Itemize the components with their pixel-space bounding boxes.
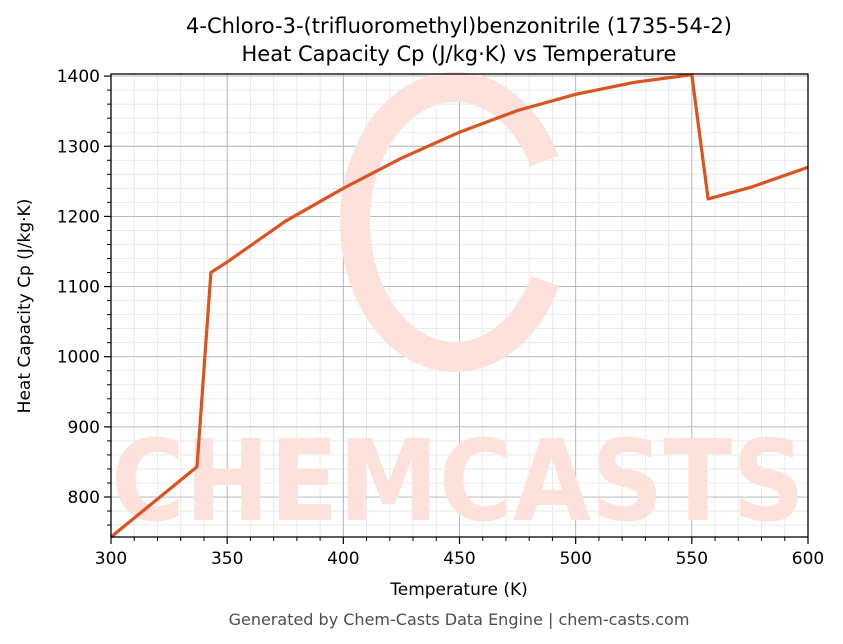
y-tick-label: 1200 <box>57 207 100 227</box>
y-tick-label: 1100 <box>57 278 100 298</box>
x-tick-label: 400 <box>327 549 359 569</box>
y-axis: 800 900 1000 1100 1200 1300 1400 <box>57 67 111 526</box>
chemcasts-watermark: CHEMCASTS <box>111 72 805 547</box>
y-tick-label: 800 <box>68 488 100 508</box>
chart-title-line2: Heat Capacity Cp (J/kg·K) vs Temperature <box>242 42 677 66</box>
x-tick-label: 450 <box>443 549 475 569</box>
x-tick-label: 350 <box>211 549 243 569</box>
x-tick-label: 500 <box>559 549 591 569</box>
y-tick-label: 1300 <box>57 137 100 157</box>
x-tick-label: 550 <box>676 549 708 569</box>
x-tick-label: 300 <box>95 549 127 569</box>
watermark-ring <box>340 72 570 372</box>
watermark-text: CHEMCASTS <box>111 417 805 547</box>
y-tick-label: 900 <box>68 418 100 438</box>
y-tick-label: 1000 <box>57 348 100 368</box>
plot-area: CHEMCASTS <box>109 72 809 547</box>
x-tick-label: 600 <box>792 549 824 569</box>
y-axis-label: Heat Capacity Cp (J/kg·K) <box>15 199 35 414</box>
footer-credit: Generated by Chem-Casts Data Engine | ch… <box>229 610 690 629</box>
chart-title-line1: 4-Chloro-3-(trifluoromethyl)benzonitrile… <box>186 14 732 38</box>
x-axis: 300 350 400 450 500 550 600 <box>95 537 824 569</box>
y-tick-label: 1400 <box>57 67 100 87</box>
series-line-cp <box>109 73 809 539</box>
x-axis-label: Temperature (K) <box>389 580 528 600</box>
